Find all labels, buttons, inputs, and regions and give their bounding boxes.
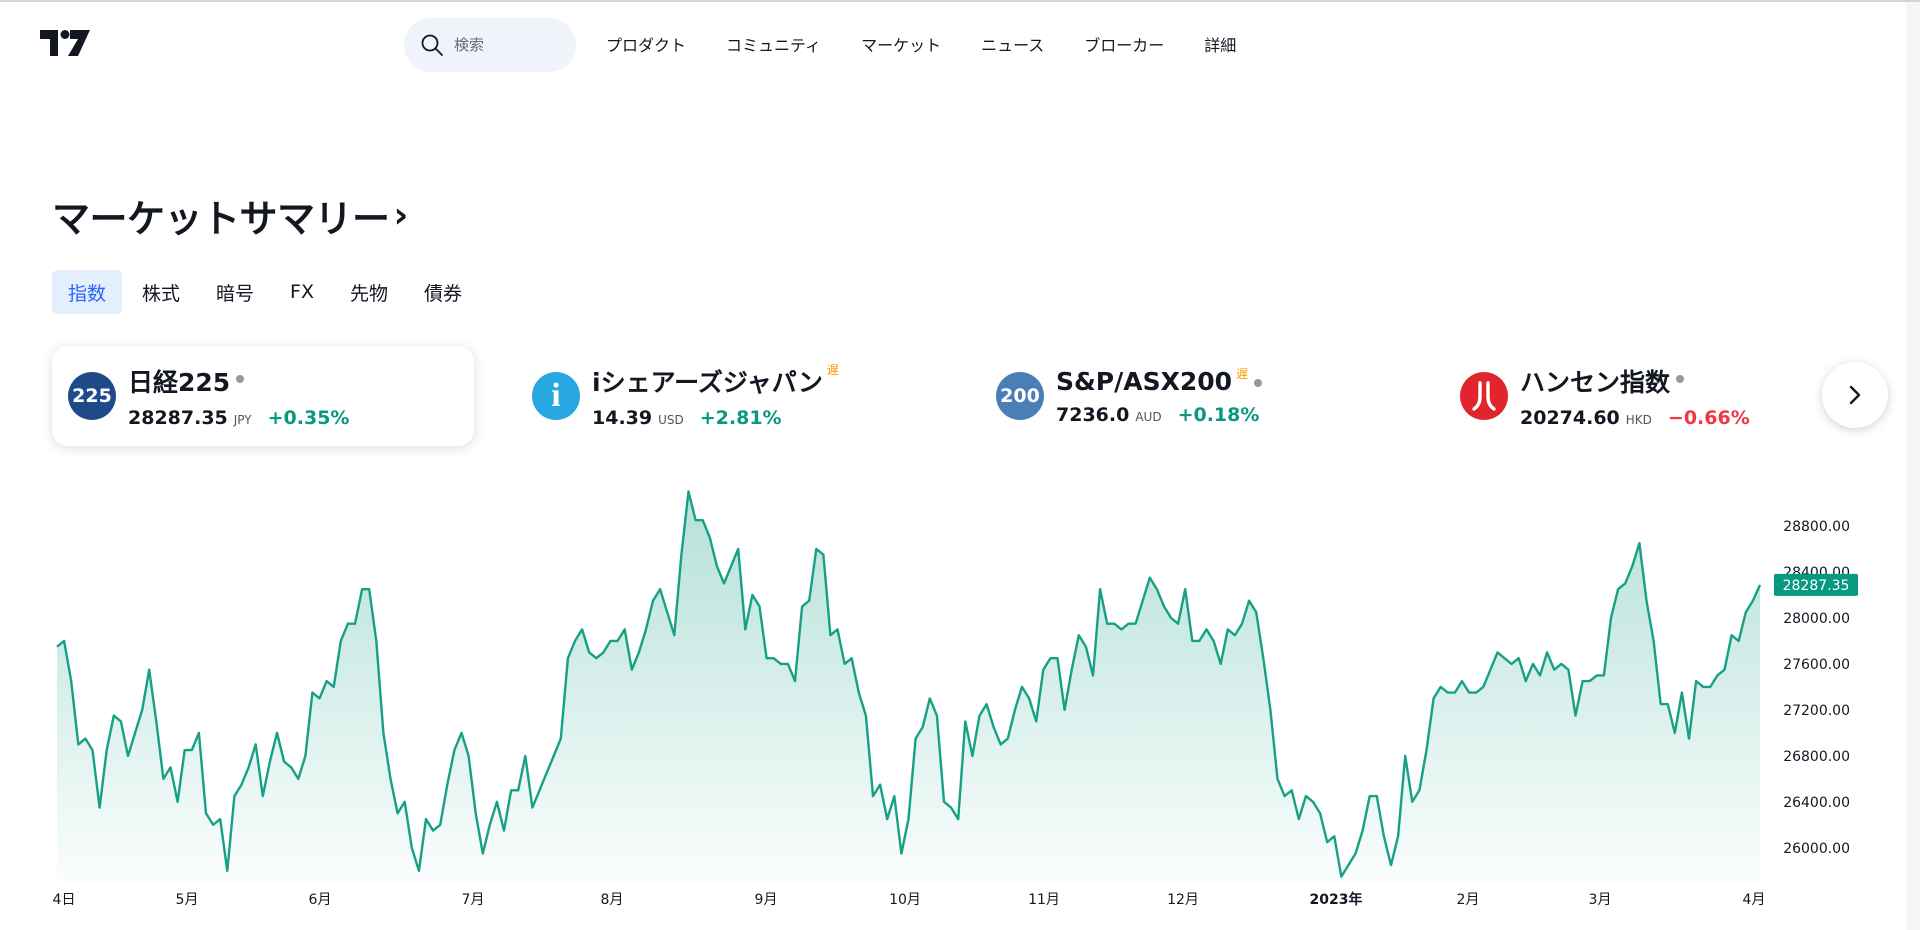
- y-tick-label: 28000.00: [1783, 611, 1850, 627]
- ticker-card-asx200[interactable]: 200 S&P/ASX200 遅 7236.0 AUD +0.18%: [980, 346, 1402, 446]
- market-summary-title[interactable]: マーケットサマリー ›: [52, 188, 408, 243]
- market-status-dot-icon: [1254, 378, 1263, 387]
- chevron-right-icon: [1849, 385, 1861, 405]
- x-tick-label: 9月: [755, 892, 778, 908]
- ticker-currency: USD: [658, 413, 684, 427]
- ticker-price: 7236.0: [1056, 403, 1130, 426]
- search-box[interactable]: [404, 18, 576, 72]
- tab-futures[interactable]: 先物: [350, 282, 389, 305]
- ticker-cards: 225 日経225 28287.35 JPY +0.35% i iシェアーズジャ…: [52, 346, 1892, 446]
- ticker-price: 20274.60: [1520, 407, 1620, 429]
- ticker-name: 日経225: [128, 368, 231, 397]
- chevron-right-icon: ›: [393, 195, 409, 236]
- chart-area-fill: [57, 491, 1760, 882]
- y-tick-label: 26000.00: [1783, 841, 1850, 857]
- tradingview-logo-icon[interactable]: [40, 30, 90, 56]
- ticker-change: +0.35%: [267, 407, 350, 429]
- last-value-marker: 28287.35: [1774, 573, 1858, 596]
- ticker-card-hang-seng[interactable]: ハンセン指数 20274.60 HKD −0.66%: [1444, 346, 1844, 446]
- search-input[interactable]: [454, 36, 564, 54]
- search-icon: [421, 34, 443, 56]
- x-tick-label: 8月: [601, 892, 624, 908]
- delayed-badge: 遅: [1236, 366, 1249, 381]
- ticker-name: iシェアーズジャパン: [592, 368, 823, 397]
- nav-news[interactable]: ニュース: [981, 36, 1045, 55]
- ticker-card-nikkei[interactable]: 225 日経225 28287.35 JPY +0.35%: [52, 346, 474, 446]
- nav-markets[interactable]: マーケット: [861, 36, 942, 55]
- asx200-badge: 200: [996, 372, 1044, 420]
- ticker-name: ハンセン指数: [1520, 368, 1671, 397]
- ishares-badge: i: [532, 372, 580, 420]
- next-tickers-button[interactable]: [1822, 362, 1888, 428]
- x-tick-label: 3月: [1589, 892, 1612, 908]
- market-status-dot-icon: [1676, 375, 1685, 383]
- x-tick-label: 4月: [1743, 892, 1766, 908]
- y-tick-label: 28800.00: [1783, 519, 1850, 535]
- y-tick-label: 27200.00: [1783, 703, 1850, 719]
- ticker-currency: HKD: [1625, 413, 1652, 427]
- y-tick-label: 26400.00: [1783, 795, 1850, 811]
- ticker-change: +2.81%: [699, 407, 782, 429]
- ticker-currency: AUD: [1135, 409, 1162, 424]
- nav-brokers[interactable]: ブローカー: [1084, 36, 1165, 55]
- ticker-price: 28287.35: [128, 407, 228, 429]
- tab-indices[interactable]: 指数: [52, 270, 123, 314]
- y-tick-label: 27600.00: [1783, 657, 1850, 673]
- nav-community[interactable]: コミュニティ: [726, 36, 822, 55]
- y-tick-label: 26800.00: [1783, 749, 1850, 765]
- main-nav: プロダクト コミュニティ マーケット ニュース ブローカー 詳細: [590, 24, 1256, 64]
- tab-fx[interactable]: FX: [290, 281, 314, 303]
- x-tick-label: 12月: [1167, 892, 1199, 908]
- nikkei-badge: 225: [68, 372, 116, 420]
- header: プロダクト コミュニティ マーケット ニュース ブローカー 詳細: [0, 2, 1920, 86]
- hang-seng-logo-icon: [1460, 372, 1508, 420]
- ticker-currency: JPY: [233, 413, 252, 427]
- index-chart[interactable]: 28800.0028400.0028000.0027600.0027200.00…: [0, 480, 1920, 930]
- ticker-price: 14.39: [592, 407, 653, 429]
- x-tick-label: 5月: [176, 892, 199, 908]
- delayed-badge: 遅: [826, 363, 839, 377]
- x-tick-label: 2月: [1457, 892, 1480, 908]
- ticker-change: +0.18%: [1177, 403, 1260, 426]
- ticker-name: S&P/ASX200: [1056, 366, 1233, 396]
- x-tick-label: 6月: [309, 892, 332, 908]
- market-tabs: 指数 株式 暗号 FX 先物 債券: [52, 270, 482, 314]
- last-value-badge: [1774, 573, 1858, 596]
- market-status-dot-icon: [236, 375, 245, 383]
- page-title: マーケットサマリー: [52, 197, 390, 241]
- x-tick-label: 10月: [889, 892, 921, 908]
- top-border: [0, 0, 1920, 2]
- ticker-card-ishares-japan[interactable]: i iシェアーズジャパン 遅 14.39 USD +2.81%: [516, 346, 938, 446]
- chart-series-line: [56, 490, 1762, 878]
- tab-bonds[interactable]: 債券: [424, 282, 463, 305]
- nav-products[interactable]: プロダクト: [606, 36, 687, 55]
- nav-more[interactable]: 詳細: [1204, 36, 1237, 55]
- x-tick-label: 4日: [53, 892, 76, 908]
- x-tick-label: 2023年: [1310, 891, 1363, 908]
- tab-stocks[interactable]: 株式: [142, 282, 181, 305]
- x-tick-label: 11月: [1028, 892, 1060, 908]
- ticker-change: −0.66%: [1667, 407, 1750, 429]
- tab-crypto[interactable]: 暗号: [216, 282, 255, 305]
- page-scrollbar[interactable]: [1906, 2, 1920, 930]
- x-tick-label: 7月: [462, 892, 485, 908]
- last-value-label: 28287.35: [1783, 578, 1850, 594]
